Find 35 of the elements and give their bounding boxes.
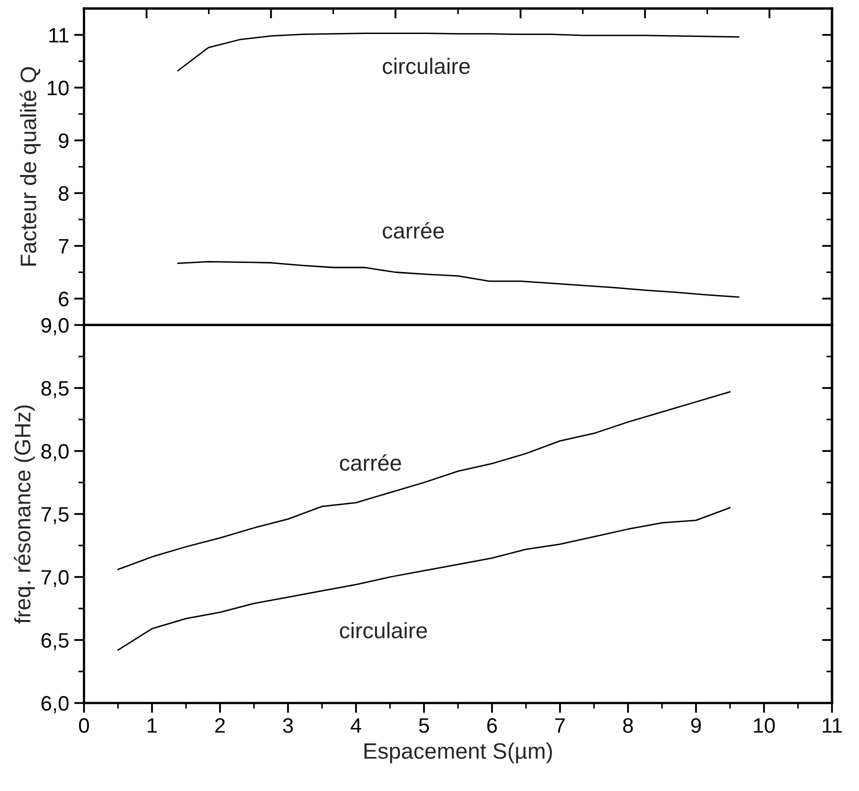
y-tick-label: 7 [58, 239, 68, 254]
line-series [177, 261, 740, 298]
y-tick-label: 9 [58, 133, 68, 148]
y-tick-label: 8 [58, 186, 69, 201]
x-tick-label: 10 [754, 718, 775, 733]
y-tick-label: 11 [49, 28, 68, 42]
x-axis-title: Espacement S(µm) [364, 742, 552, 764]
y-tick-label: 6 [58, 292, 68, 306]
y-tick-label: 10 [48, 80, 69, 96]
series-label: circulaire [382, 58, 470, 74]
series-label: carrée [340, 454, 401, 471]
y-tick-label: 9,0 [41, 318, 69, 336]
line-series [117, 391, 731, 570]
y-tick-label: 8,0 [41, 444, 69, 462]
x-tick-label: 5 [419, 718, 429, 733]
y-tick-label: 7,0 [42, 570, 69, 588]
y-tick-label: 6,0 [42, 696, 69, 714]
series-label: circulaire [340, 622, 427, 638]
x-tick-label: 6 [487, 718, 497, 733]
y-tick-label: 6,5 [42, 633, 69, 650]
x-tick-label: 4 [350, 718, 362, 733]
x-tick-label: 2 [215, 718, 225, 733]
y-tick-label: 8,5 [41, 381, 69, 398]
x-tick-label: 1 [148, 718, 157, 733]
y-axis-title: freq. résonance (GHz) [14, 405, 35, 624]
x-tick-label: 9 [691, 718, 701, 733]
x-tick-label: 8 [623, 718, 633, 733]
x-tick-label: 0 [79, 718, 89, 733]
series-label: carrée [382, 222, 444, 239]
y-tick-label: 7,5 [42, 507, 69, 524]
y-axis-title: Facteur de qualité Q [20, 67, 41, 266]
x-tick-label: 7 [555, 718, 565, 733]
x-tick-label: 11 [822, 718, 842, 733]
line-series [117, 507, 731, 651]
x-tick-label: 3 [283, 718, 293, 733]
